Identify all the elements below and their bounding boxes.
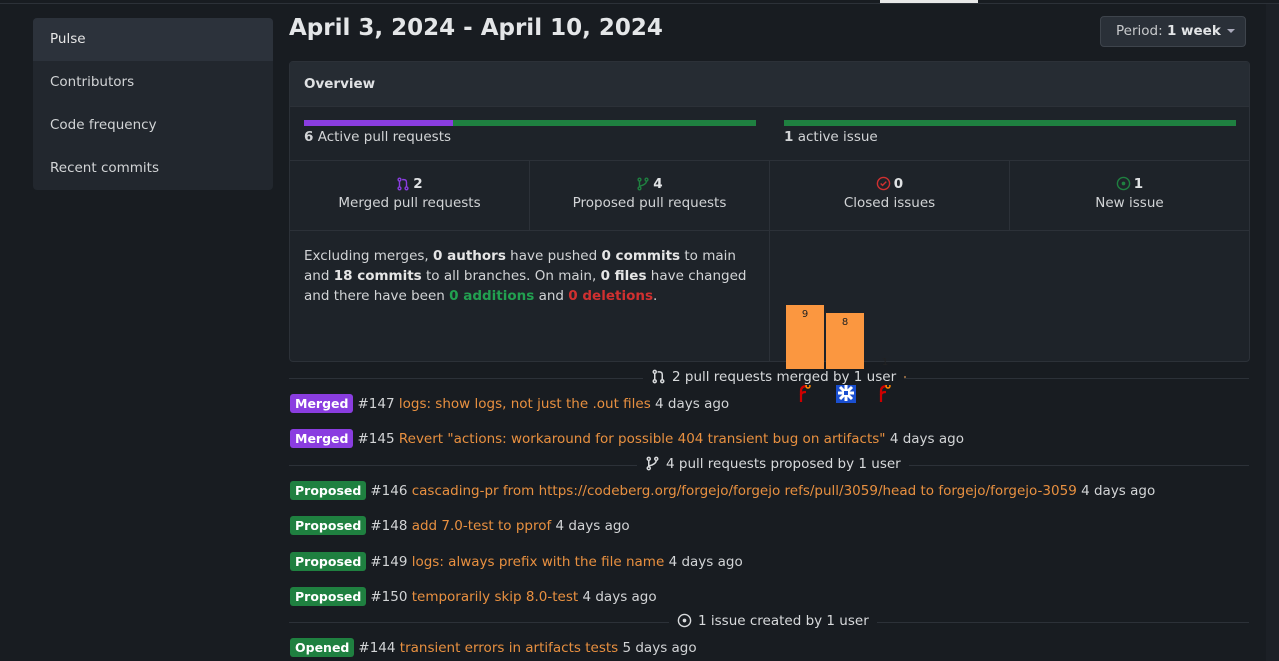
active-tab-indicator xyxy=(880,0,978,3)
timestamp: 4 days ago xyxy=(655,396,730,412)
scrollbar[interactable] xyxy=(1266,4,1279,661)
timestamp: 4 days ago xyxy=(668,554,743,570)
stat-closed-issues[interactable]: 0 Closed issues xyxy=(770,161,1010,231)
list-item: Merged #147 logs: show logs, not just the… xyxy=(290,394,729,413)
list-item: Opened #144 transient errors in artifacts… xyxy=(290,638,697,657)
issue-count: 1 xyxy=(784,129,794,145)
item-title-link[interactable]: cascading-pr from https://codeberg.org/f… xyxy=(411,483,1077,499)
status-badge: Merged xyxy=(290,429,354,448)
divider xyxy=(769,231,770,362)
deletions: 0 deletions xyxy=(568,288,653,304)
stat-label: Merged pull requests xyxy=(338,195,481,211)
sidebar-item-pulse[interactable]: Pulse xyxy=(33,18,273,61)
author-avatar[interactable] xyxy=(796,383,814,402)
timestamp: 5 days ago xyxy=(622,640,697,656)
period-value: 1 week xyxy=(1166,23,1221,39)
status-badge: Proposed xyxy=(290,552,367,571)
issue-label: active issue xyxy=(797,129,878,145)
issue-opened-icon xyxy=(677,613,692,628)
period-label: Period: xyxy=(1116,23,1163,39)
status-badge: Proposed xyxy=(290,587,367,606)
item-title-link[interactable]: logs: always prefix with the file name xyxy=(411,554,665,570)
page-title: April 3, 2024 - April 10, 2024 xyxy=(289,15,663,41)
item-title-link[interactable]: transient errors in artifacts tests xyxy=(399,640,619,656)
section-header-merged: 2 pull requests merged by 1 user xyxy=(643,369,905,385)
item-number: #145 xyxy=(357,431,395,447)
item-title-link[interactable]: Revert "actions: workaround for possible… xyxy=(398,431,886,447)
commit-chart: 9 8 1 xyxy=(770,231,1250,403)
item-number: #144 xyxy=(358,640,396,656)
list-item: Proposed #148 add 7.0-test to pprof 4 day… xyxy=(290,516,630,535)
list-item: Proposed #149 logs: always prefix with th… xyxy=(290,552,743,571)
stat-proposed-prs[interactable]: 4 Proposed pull requests xyxy=(530,161,770,231)
item-title-link[interactable]: logs: show logs, not just the .out files xyxy=(398,396,651,412)
sidebar: Pulse Contributors Code frequency Recent… xyxy=(33,18,273,190)
section-header-proposed: 4 pull requests proposed by 1 user xyxy=(637,456,909,472)
status-badge: Merged xyxy=(290,394,354,413)
bar-label: 1 xyxy=(881,357,889,368)
stat-value: 4 xyxy=(653,176,663,192)
issue-opened-icon xyxy=(1116,176,1131,191)
stats-row: 2 Merged pull requests 4 Proposed pull r… xyxy=(290,161,1249,231)
stat-label: Closed issues xyxy=(843,195,936,211)
overview-title: Overview xyxy=(290,62,1249,107)
list-item: Merged #145 Revert "actions: workaround f… xyxy=(290,429,964,448)
active-issues-link[interactable]: 1 active issue xyxy=(784,129,878,145)
stat-merged-prs[interactable]: 2 Merged pull requests xyxy=(290,161,530,231)
stat-value: 2 xyxy=(413,176,423,192)
issue-closed-icon xyxy=(876,176,891,191)
pr-count: 6 xyxy=(304,129,314,145)
period-dropdown[interactable]: Period: 1 week xyxy=(1100,16,1246,47)
issue-progress-bar xyxy=(784,120,1236,126)
git-branch-icon xyxy=(646,456,659,471)
bar-label: 8 xyxy=(841,317,849,328)
stat-value: 1 xyxy=(1133,176,1144,192)
commit-bar: 9 xyxy=(786,305,824,377)
git-branch-icon xyxy=(637,177,649,191)
git-merge-icon xyxy=(652,369,665,384)
timestamp: 4 days ago xyxy=(582,589,657,605)
stat-new-issues[interactable]: 1 New issue xyxy=(1010,161,1249,231)
timestamp: 4 days ago xyxy=(1081,483,1156,499)
timestamp: 4 days ago xyxy=(555,518,630,534)
pr-label: Active pull requests xyxy=(317,129,452,145)
author-avatar[interactable] xyxy=(836,383,856,403)
bar-label: 9 xyxy=(801,309,809,320)
list-item: Proposed #146 cascading-pr from https://c… xyxy=(290,481,1155,500)
pr-merged-fill xyxy=(304,120,454,126)
item-number: #150 xyxy=(370,589,408,605)
item-number: #149 xyxy=(370,554,408,570)
section-title: 2 pull requests merged by 1 user xyxy=(672,369,897,385)
list-item: Proposed #150 temporarily skip 8.0-test 4… xyxy=(290,587,657,606)
active-prs-link[interactable]: 6 Active pull requests xyxy=(304,129,451,145)
additions: 0 additions xyxy=(449,288,535,304)
pr-progress-bar xyxy=(304,120,756,126)
sidebar-item-recent-commits[interactable]: Recent commits xyxy=(50,160,160,176)
caret-down-icon xyxy=(1226,29,1235,33)
commit-summary: Excluding merges, 0 authors have pushed … xyxy=(304,248,747,304)
status-badge: Proposed xyxy=(290,516,367,535)
timestamp: 4 days ago xyxy=(889,431,964,447)
stat-label: Proposed pull requests xyxy=(572,195,727,211)
top-border xyxy=(0,3,1279,4)
stat-value: 0 xyxy=(893,176,904,192)
git-merge-icon xyxy=(397,177,409,191)
activity-row: 6 Active pull requests 1 active issue xyxy=(290,107,1249,161)
item-number: #148 xyxy=(370,518,408,534)
section-title: 1 issue created by 1 user xyxy=(698,613,869,629)
status-badge: Proposed xyxy=(290,481,367,500)
section-header-issues: 1 issue created by 1 user xyxy=(669,613,877,629)
section-title: 4 pull requests proposed by 1 user xyxy=(666,456,901,472)
overview-panel: Overview 6 Active pull requests 1 active… xyxy=(289,61,1250,403)
stat-label: New issue xyxy=(1095,195,1164,211)
sidebar-item-code-frequency[interactable]: Code frequency xyxy=(50,117,157,133)
author-avatar[interactable] xyxy=(876,383,894,402)
item-title-link[interactable]: add 7.0-test to pprof xyxy=(411,518,552,534)
item-number: #146 xyxy=(370,483,408,499)
item-number: #147 xyxy=(357,396,395,412)
sidebar-item-contributors[interactable]: Contributors xyxy=(50,74,135,90)
commit-bar: 8 xyxy=(826,313,864,377)
item-title-link[interactable]: temporarily skip 8.0-test xyxy=(411,589,579,605)
status-badge: Opened xyxy=(290,638,355,657)
